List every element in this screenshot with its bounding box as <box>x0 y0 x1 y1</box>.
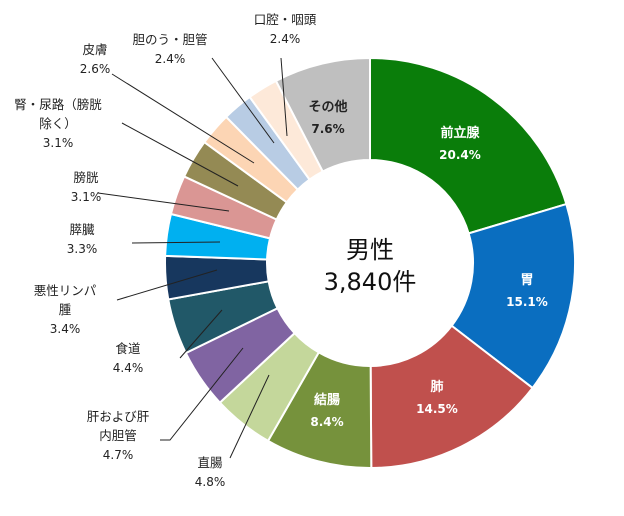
leader-line-8 <box>116 269 218 301</box>
slice-label-8-line-1: 悪性リンパ <box>34 283 97 298</box>
slice-labels: 前立腺 20.4% 胃 15.1% 肺 14.5% 結腸 8.4% 直腸 4.8% 肝および肝内胆管… <box>14 12 548 489</box>
leader-line-7 <box>179 309 223 359</box>
donut-slice-1 <box>369 56 568 235</box>
slice-label-12: 皮膚 <box>82 42 107 57</box>
slice-percent-8: 3.4% <box>50 322 81 336</box>
center-label-count: 3,840件 <box>324 268 417 296</box>
leader-lines <box>97 57 288 459</box>
slice-percent-7: 4.4% <box>113 361 144 375</box>
slice-percent-3: 14.5% <box>416 402 458 416</box>
leader-line-13 <box>211 57 275 144</box>
slice-label-11-line-1: 腎・尿路（膀胱 <box>14 97 102 112</box>
slice-label-14: 口腔・咽頭 <box>254 12 317 27</box>
slice-label-6-line-1: 肝および肝 <box>87 409 150 424</box>
donut-slices <box>164 56 576 470</box>
slice-label-6-line-2: 内胆管 <box>99 428 137 443</box>
slice-percent-5: 4.8% <box>195 475 226 489</box>
donut-slice-2 <box>450 202 576 390</box>
slice-percent-15: 7.6% <box>311 122 344 136</box>
slice-percent-11: 3.1% <box>43 136 74 150</box>
leader-line-14 <box>280 57 288 137</box>
slice-label-1: 前立腺 <box>440 125 480 141</box>
slice-percent-4: 8.4% <box>310 415 343 429</box>
slice-label-7: 食道 <box>115 341 141 356</box>
slice-percent-12: 2.6% <box>80 62 111 76</box>
slice-label-9: 膵臓 <box>69 222 95 237</box>
leader-line-5 <box>229 374 270 459</box>
slice-label-13: 胆のう・胆管 <box>132 32 207 47</box>
slice-label-4: 結腸 <box>314 392 340 408</box>
slice-label-8-line-2: 腫 <box>59 302 72 317</box>
slice-label-2: 胃 <box>520 273 533 288</box>
slice-percent-13: 2.4% <box>155 52 186 66</box>
slice-label-15: その他 <box>308 99 347 115</box>
slice-percent-9: 3.3% <box>67 242 98 256</box>
donut-slice-15 <box>274 56 371 173</box>
slice-label-11-line-2: 除く） <box>39 116 77 131</box>
leader-line-6 <box>160 347 244 441</box>
slice-percent-10: 3.1% <box>71 190 102 204</box>
slice-percent-2: 15.1% <box>506 295 548 309</box>
leader-line-11 <box>121 122 239 187</box>
slice-percent-1: 20.4% <box>439 148 481 162</box>
slice-label-3: 肺 <box>430 379 443 395</box>
slice-percent-14: 2.4% <box>270 32 301 46</box>
leader-line-9 <box>131 241 221 244</box>
slice-label-5: 直腸 <box>197 455 223 470</box>
center-label-title: 男性 <box>346 236 394 264</box>
leader-line-10 <box>97 192 230 212</box>
leader-line-12 <box>111 73 255 164</box>
slice-label-10: 膀胱 <box>73 170 99 185</box>
slice-percent-6: 4.7% <box>103 448 134 462</box>
